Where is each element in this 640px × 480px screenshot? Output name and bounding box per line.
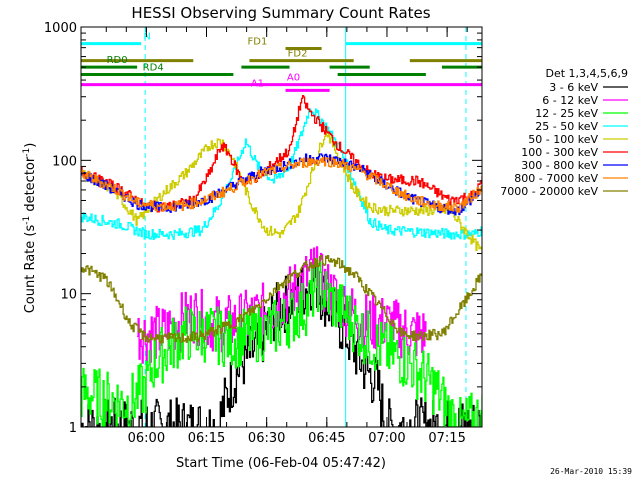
- chart-title: HESSI Observing Summary Count Rates: [131, 4, 430, 22]
- y-tick-label: 1000: [44, 21, 77, 36]
- series-line-3: [81, 258, 482, 427]
- legend-entry-label: 800 - 7000 keV: [514, 172, 598, 185]
- y-axis-label-superscript: -1: [22, 216, 32, 225]
- x-tick-label: 07:15: [428, 431, 465, 446]
- x-tick-label: 06:00: [128, 431, 165, 446]
- y-tick-label: 10: [60, 288, 77, 303]
- y-axis-label-part: Count Rate (s: [23, 225, 38, 314]
- axes: 1 10 100 1000 06:00 06:15 06:30 06:45 07:00 07:15: [44, 21, 483, 446]
- series-line-4: [81, 108, 482, 241]
- legend-entry-label: 50 - 100 keV: [528, 133, 598, 146]
- plot-inner: [81, 27, 482, 427]
- legend-entry-label: 12 - 25 keV: [535, 107, 598, 120]
- y-axis-label-superscript: -1: [22, 148, 32, 157]
- flag-bar-label: A1: [251, 78, 264, 89]
- series-line-8: [81, 156, 482, 213]
- flag-bar-label: FD1: [248, 36, 268, 47]
- x-tick-label: 06:45: [308, 431, 345, 446]
- y-axis-label-part: detector: [23, 156, 38, 216]
- flag-bar-label: FD2: [288, 49, 308, 60]
- flag-bar-label: A0: [287, 73, 300, 84]
- plot-area: N FD1 FD2 RD0 RD4 A0 A1: [81, 27, 482, 427]
- legend-entry-label: 6 - 12 keV: [542, 94, 598, 107]
- series-line-2: [137, 246, 427, 364]
- flag-bar-label: RD4: [143, 63, 164, 74]
- legend-entry-label: 300 - 800 keV: [521, 159, 598, 172]
- x-tick-label: 06:30: [248, 431, 285, 446]
- legend-entry-label: 3 - 6 keV: [549, 81, 598, 94]
- x-tick-label: 06:15: [188, 431, 225, 446]
- series-line-1: [81, 258, 482, 427]
- legend-entry-label: 25 - 50 keV: [535, 120, 598, 133]
- series-line-9: [81, 254, 482, 344]
- series-line-6: [81, 94, 482, 213]
- legend-entry-label: 7000 - 20000 keV: [500, 185, 598, 198]
- plot-frame: [80, 26, 483, 428]
- series-line-5: [81, 126, 482, 254]
- y-axis-label: Count Rate (s-1 detector-1): [22, 143, 38, 314]
- x-axis-label: Start Time (06-Feb-04 05:47:42): [176, 456, 386, 471]
- flag-bar-label: RD0: [107, 55, 128, 66]
- flag-bar-label: N: [143, 32, 150, 43]
- footer-timestamp: 26-Mar-2010 15:39: [550, 467, 632, 476]
- x-tick-label: 07:00: [368, 431, 405, 446]
- y-tick-label: 1: [69, 421, 77, 436]
- legend-entry-label: 100 - 300 keV: [521, 146, 598, 159]
- y-axis-label-part: ): [23, 143, 38, 148]
- y-tick-label: 100: [52, 154, 77, 169]
- legend-title: Det 1,3,4,5,6,9: [545, 67, 628, 80]
